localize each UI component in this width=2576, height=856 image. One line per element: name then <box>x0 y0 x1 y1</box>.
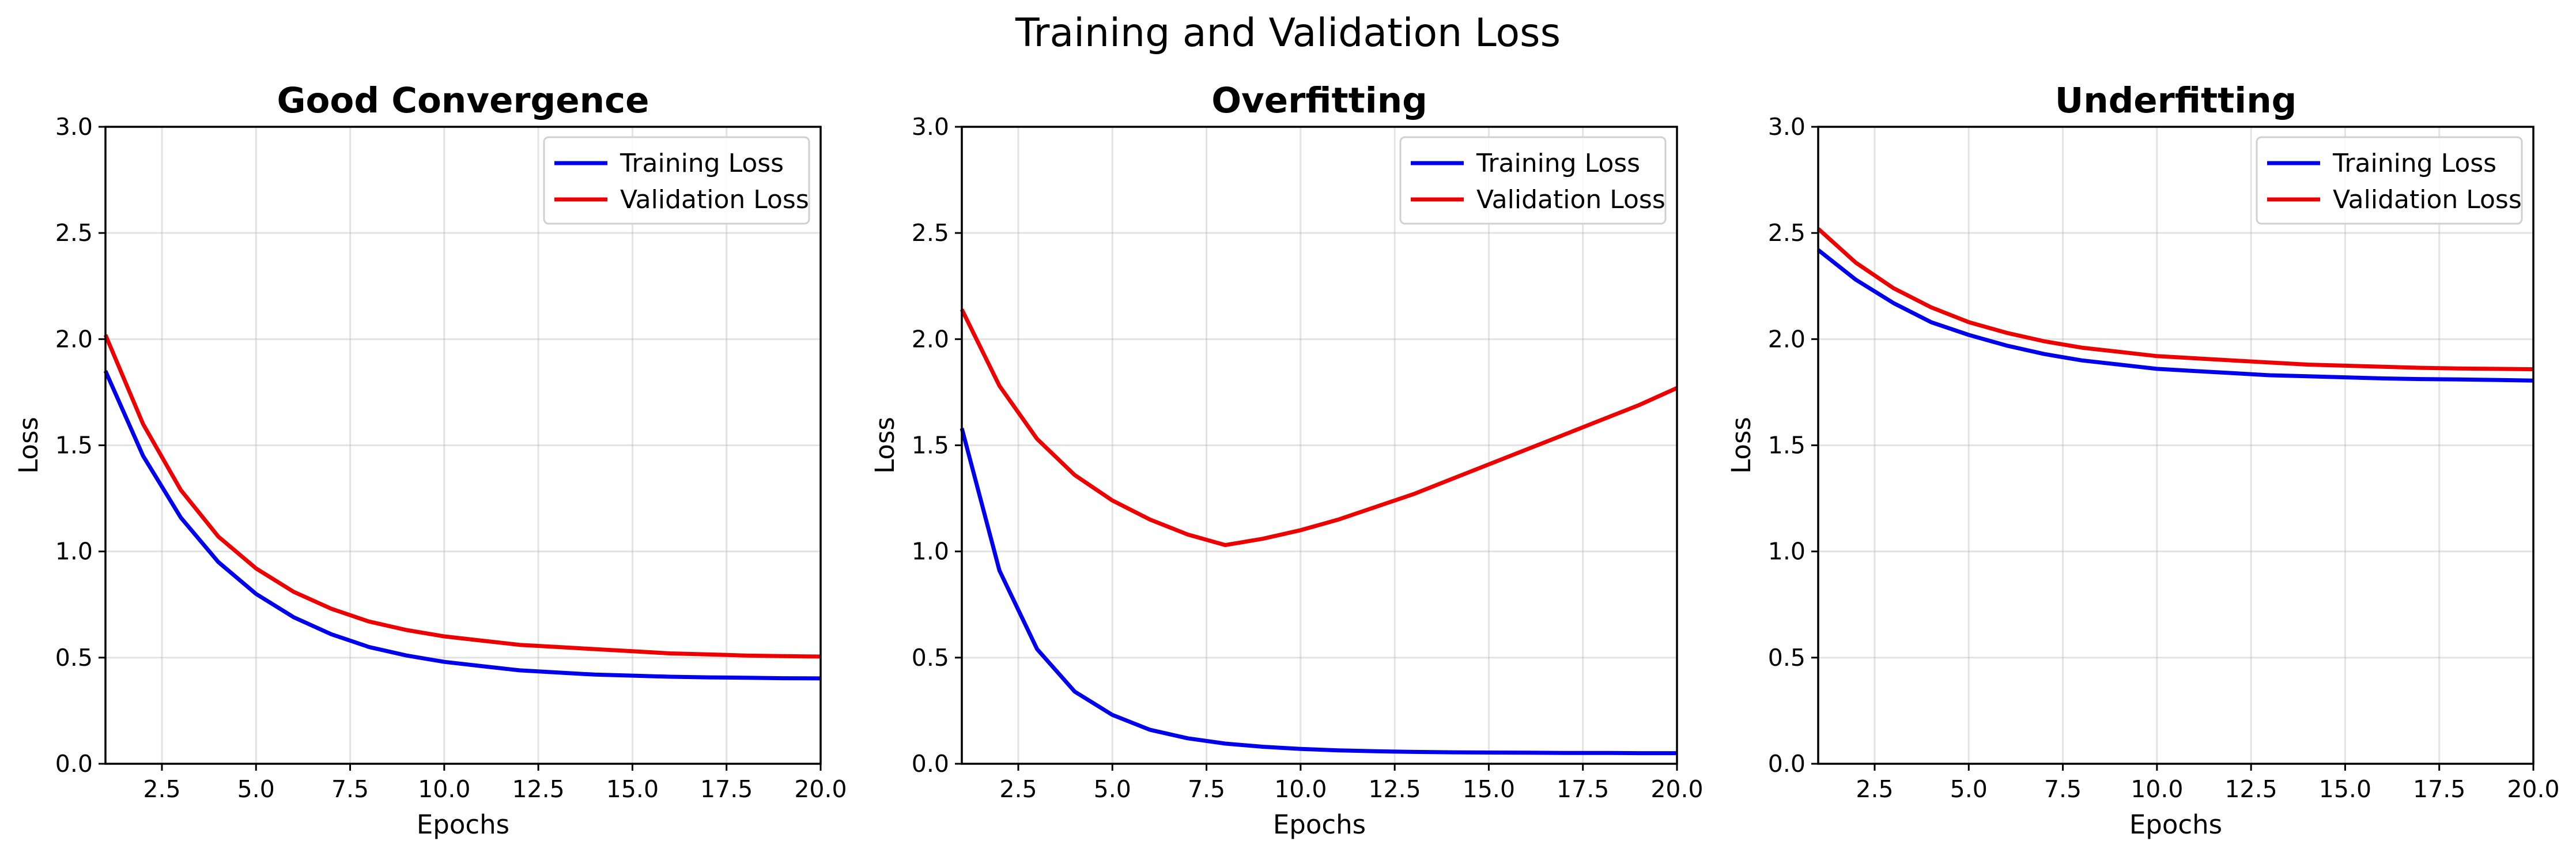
y-tick-label: 1.5 <box>912 432 949 459</box>
legend: Training Loss Validation Loss <box>1399 136 1667 225</box>
panel-title: Good Convergence <box>277 80 649 121</box>
x-tick-label: 2.5 <box>1856 775 1893 803</box>
y-tick-label: 2.5 <box>912 219 949 247</box>
y-tick-label: 1.0 <box>1768 538 1806 565</box>
y-axis-label: Loss <box>870 417 900 474</box>
y-tick-label: 2.5 <box>1768 219 1806 247</box>
y-tick-label: 0.0 <box>55 750 93 778</box>
legend-label: Validation Loss <box>2333 185 2522 214</box>
x-tick-label: 7.5 <box>2044 775 2082 803</box>
x-tick-label: 20.0 <box>794 775 847 803</box>
x-tick-label: 5.0 <box>237 775 275 803</box>
x-tick-label: 10.0 <box>418 775 470 803</box>
y-tick-label: 3.0 <box>1768 113 1806 141</box>
x-tick-label: 10.0 <box>2131 775 2183 803</box>
axes-frame <box>104 126 822 765</box>
y-tick-label: 0.5 <box>55 644 93 672</box>
x-tick-label: 12.5 <box>2224 775 2277 803</box>
y-tick-label: 2.0 <box>912 325 949 353</box>
legend-label: Training Loss <box>1476 149 1640 178</box>
series-line-validation <box>960 308 1678 548</box>
y-tick-label: 0.0 <box>912 750 949 778</box>
panel-2: 2.5 5.0 7.5 10.0 12.5 15.0 17.5 20.0 0.0 0.5 1.0 1.… <box>870 80 1704 840</box>
y-tick-label: 0.5 <box>1768 644 1806 672</box>
series-line-training <box>103 370 821 681</box>
panel-3: 2.5 5.0 7.5 10.0 12.5 15.0 17.5 20.0 0.0 0.5 1.0 1.… <box>1726 80 2560 840</box>
x-tick-label: 15.0 <box>2319 775 2371 803</box>
x-axis-label: Epochs <box>1273 809 1366 840</box>
axes-frame <box>1817 126 2535 765</box>
x-tick-label: 20.0 <box>1650 775 1703 803</box>
legend: Training Loss Validation Loss <box>2256 136 2523 225</box>
legend-label: Training Loss <box>620 149 784 178</box>
x-tick-label: 17.5 <box>2413 775 2465 803</box>
axes-frame <box>961 126 1678 765</box>
y-axis-label: Loss <box>1726 417 1757 474</box>
x-tick-label: 5.0 <box>1950 775 1988 803</box>
x-axis-label: Epochs <box>2129 809 2222 840</box>
x-tick-label: 15.0 <box>606 775 659 803</box>
x-tick-label: 2.5 <box>999 775 1037 803</box>
y-tick-label: 3.0 <box>912 113 949 141</box>
x-tick-label: 7.5 <box>331 775 369 803</box>
legend-box <box>543 136 810 225</box>
x-tick-label: 2.5 <box>143 775 180 803</box>
y-axis-label: Loss <box>13 417 44 474</box>
x-tick-label: 17.5 <box>1557 775 1609 803</box>
panel-title: Underfitting <box>2055 80 2297 121</box>
series-line-validation <box>1816 227 2534 372</box>
series-line-training <box>960 428 1677 756</box>
y-tick-label: 0.0 <box>1768 750 1806 778</box>
x-tick-label: 5.0 <box>1094 775 1131 803</box>
x-tick-label: 12.5 <box>512 775 564 803</box>
legend-box <box>2256 136 2523 225</box>
y-tick-label: 1.5 <box>1768 432 1806 459</box>
x-tick-label: 15.0 <box>1463 775 1515 803</box>
legend: Training Loss Validation Loss <box>543 136 810 225</box>
y-tick-label: 2.0 <box>55 325 93 353</box>
legend-label: Validation Loss <box>1476 185 1665 214</box>
legend-box <box>1399 136 1667 225</box>
panel-1: 2.5 5.0 7.5 10.0 12.5 15.0 17.5 20.0 0.0 0.5 1.0 1.… <box>13 80 847 840</box>
x-axis-label: Epochs <box>417 809 509 840</box>
y-tick-label: 3.0 <box>55 113 93 141</box>
y-tick-label: 2.5 <box>55 219 93 247</box>
legend-label: Training Loss <box>2332 149 2496 178</box>
x-tick-label: 17.5 <box>700 775 753 803</box>
panel-title: Overfitting <box>1211 80 1427 121</box>
x-tick-label: 12.5 <box>1368 775 1421 803</box>
y-tick-label: 1.5 <box>55 432 93 459</box>
y-tick-label: 1.0 <box>912 538 949 565</box>
legend-label: Validation Loss <box>620 185 809 214</box>
y-tick-label: 1.0 <box>55 538 93 565</box>
y-tick-label: 0.5 <box>912 644 949 672</box>
x-tick-label: 20.0 <box>2507 775 2559 803</box>
x-tick-label: 10.0 <box>1274 775 1327 803</box>
figure-title: Training and Validation Loss <box>1015 10 1561 56</box>
series-line-validation <box>103 334 821 659</box>
x-tick-label: 7.5 <box>1188 775 1225 803</box>
series-line-training <box>1816 248 2534 383</box>
y-tick-label: 2.0 <box>1768 325 1806 353</box>
